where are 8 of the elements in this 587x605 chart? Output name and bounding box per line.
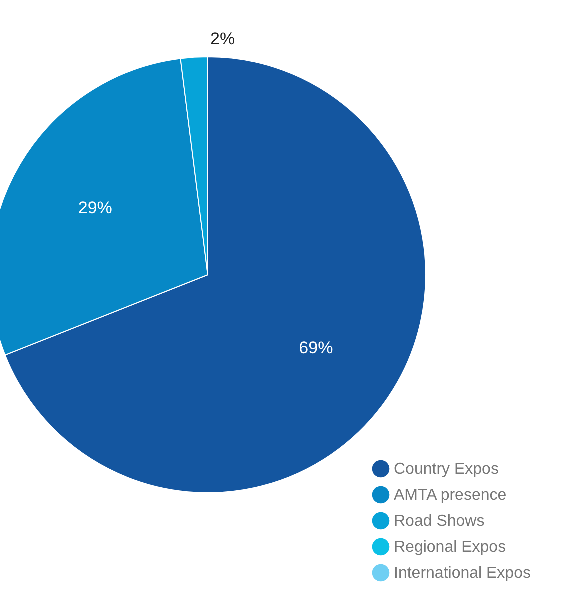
data-label: 2% [210,29,236,48]
legend-label: International Expos [394,565,531,582]
legend-label: Country Expos [394,461,499,478]
data-label: 29% [78,198,112,218]
legend-label: AMTA presence [394,487,507,504]
data-label: 69% [299,338,334,358]
legend-label: Road Shows [394,513,485,530]
legend-label: Regional Expos [394,539,506,556]
